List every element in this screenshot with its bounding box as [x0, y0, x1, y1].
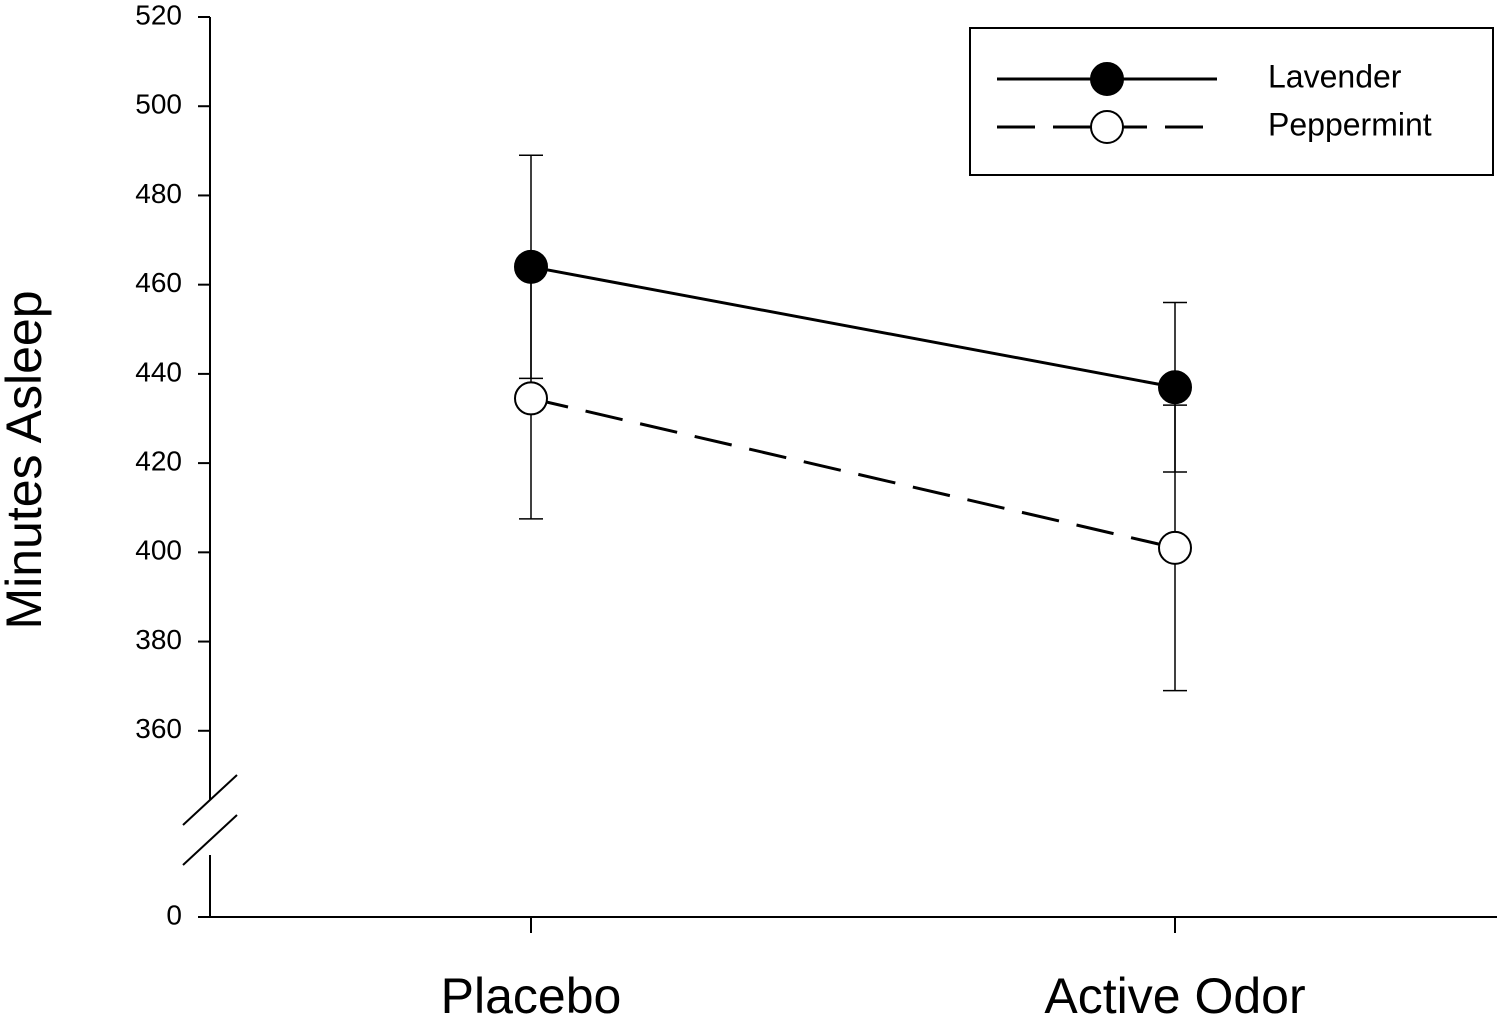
y-tick-label: 360	[135, 713, 182, 744]
marker	[514, 249, 548, 284]
x-tick-label: Active Odor	[1044, 968, 1305, 1024]
x-tick-label: Placebo	[441, 968, 622, 1024]
legend-marker	[1090, 62, 1124, 96]
legend-box	[969, 27, 1494, 176]
y-tick-label: 500	[135, 89, 182, 120]
marker	[1158, 530, 1192, 565]
y-tick-label: 400	[135, 535, 182, 566]
axis-break	[182, 814, 238, 866]
legend-label: Peppermint	[1268, 106, 1432, 142]
marker	[514, 381, 548, 416]
series-line	[530, 396, 1176, 550]
y-tick-label: 520	[135, 0, 182, 30]
axis-break	[182, 774, 238, 826]
y-tick-label: 0	[166, 899, 182, 930]
legend-label: Lavender	[1268, 58, 1402, 94]
y-tick-label: 480	[135, 178, 182, 209]
legend-marker	[1090, 110, 1124, 144]
y-tick-label: 440	[135, 356, 182, 387]
series-line	[530, 265, 1176, 389]
marker	[1158, 370, 1192, 405]
y-tick-label: 380	[135, 624, 182, 655]
y-tick-label: 420	[135, 446, 182, 477]
y-tick-label: 460	[135, 267, 182, 298]
y-axis-title: Minutes Asleep	[0, 290, 52, 629]
